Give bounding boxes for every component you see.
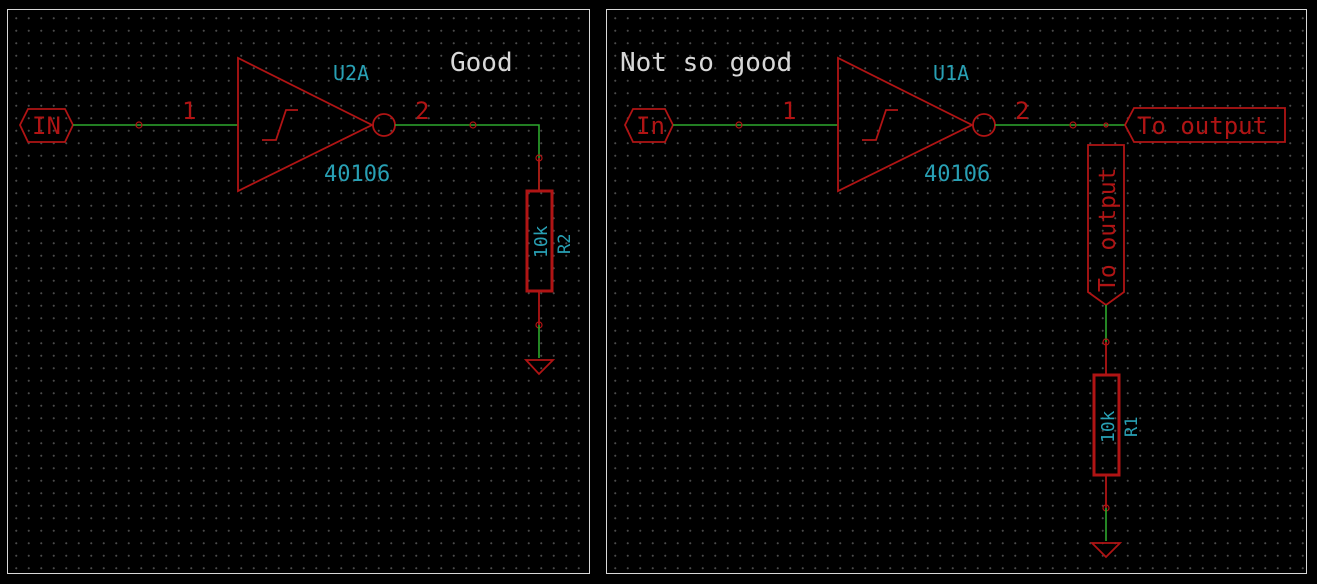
input-label-flag[interactable] — [623, 108, 675, 143]
output-label-flag[interactable] — [1123, 107, 1286, 143]
input-label-text: IN — [32, 112, 61, 140]
resistor-reference: R1 — [1122, 417, 1142, 437]
inverter-bubble — [972, 113, 996, 137]
wire-endpoint — [135, 121, 143, 129]
gate-value: 40106 — [324, 162, 390, 187]
pin-number-out: 2 — [1015, 97, 1029, 125]
resistor-value: 10k — [531, 225, 552, 258]
pin-number-out: 2 — [415, 97, 429, 125]
pin-number-in: 1 — [182, 97, 196, 125]
output-label-flag-vertical[interactable] — [1087, 144, 1125, 307]
note-good: Good — [450, 48, 513, 78]
input-label-text: In — [636, 112, 665, 140]
gate-reference: U2A — [333, 61, 369, 85]
pin-number-in: 1 — [782, 97, 796, 125]
schematic-panel-not-so-good — [606, 9, 1307, 574]
resistor-value: 10k — [1098, 410, 1119, 443]
hysteresis-symbol — [862, 109, 898, 141]
ground-symbol[interactable] — [1089, 542, 1123, 559]
wire-endpoint — [1069, 121, 1077, 129]
output-label-text-vertical: To output — [1095, 167, 1121, 292]
hysteresis-symbol — [262, 109, 298, 141]
output-label-text: To output — [1137, 112, 1267, 140]
wire-endpoint — [469, 121, 477, 129]
wire-endpoint — [1103, 122, 1109, 128]
resistor-reference: R2 — [555, 234, 575, 254]
schematic-panel-good — [7, 9, 590, 574]
schmitt-inverter-gate[interactable] — [837, 56, 975, 193]
inverter-bubble — [372, 113, 396, 137]
gate-value: 40106 — [924, 162, 990, 187]
ground-symbol[interactable] — [523, 359, 556, 376]
output-wire[interactable] — [395, 124, 540, 191]
input-label-flag[interactable] — [18, 108, 75, 143]
note-not-so-good: Not so good — [620, 48, 792, 78]
gate-reference: U1A — [933, 61, 969, 85]
wire-endpoint — [735, 121, 743, 129]
schmitt-inverter-gate[interactable] — [237, 56, 375, 193]
